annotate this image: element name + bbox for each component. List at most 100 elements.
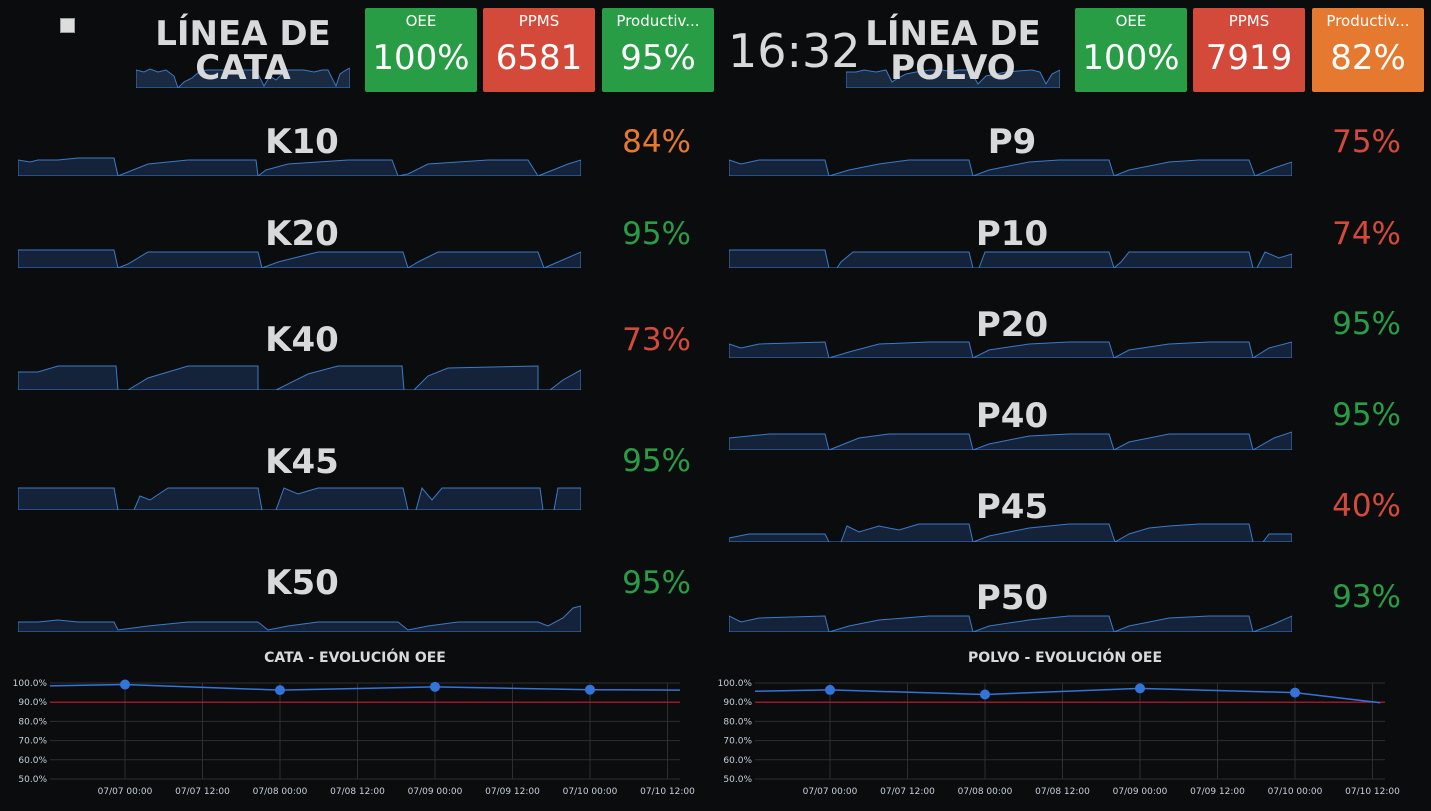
k40-sparkline xyxy=(18,365,581,390)
x-tick-label: 07/10 12:00 xyxy=(1345,787,1400,797)
clock: 16:32 xyxy=(728,24,861,78)
p20-sparkline xyxy=(729,341,1292,358)
x-tick-label: 07/09 00:00 xyxy=(1113,787,1168,797)
oee-point xyxy=(275,685,285,696)
polvo-oee-chart: 100.0% 90.0% 80.0% 70.0% 60.0% 50.0% 07/07 00:… xyxy=(718,679,1400,797)
cata-chart-title: CATA - EVOLUCIÓN OEE xyxy=(264,650,446,666)
x-tick-label: 07/08 00:00 xyxy=(253,787,308,797)
p40-name: P40 xyxy=(975,396,1049,436)
x-tick-label: 07/07 12:00 xyxy=(880,787,935,797)
stat-label: OEE xyxy=(405,12,437,30)
p20-name: P20 xyxy=(975,305,1049,345)
polvo-chart-title: POLVO - EVOLUCIÓN OEE xyxy=(967,650,1163,666)
stat-label: PPMS xyxy=(1228,12,1270,30)
stat-value: 100% xyxy=(372,38,470,78)
p45-pct: 40% xyxy=(1332,488,1401,524)
cata-ppms-card: PPMS 6581 xyxy=(483,8,595,92)
p9-sparkline xyxy=(729,159,1292,176)
k45-sparkline xyxy=(18,486,581,510)
y-tick-label: 50.0% xyxy=(723,775,752,785)
k45-pct: 95% xyxy=(622,443,691,479)
y-tick-label: 80.0% xyxy=(18,717,47,727)
p9-name: P9 xyxy=(987,122,1037,162)
y-tick-label: 60.0% xyxy=(18,756,47,766)
p20-pct: 95% xyxy=(1332,306,1401,342)
oee-series-line xyxy=(754,687,1381,704)
cata-header-sparkline xyxy=(136,67,350,88)
y-tick-label: 90.0% xyxy=(723,698,752,708)
k50-sparkline xyxy=(18,605,581,632)
p45-name: P45 xyxy=(975,487,1049,527)
stat-label: OEE xyxy=(1115,12,1147,30)
k50-pct: 95% xyxy=(622,565,691,601)
cata-productivity-card: Productiv... 95% xyxy=(602,8,714,92)
p50-sparkline xyxy=(729,615,1292,632)
polvo-header-sparkline xyxy=(846,69,1060,88)
stat-value: 82% xyxy=(1330,38,1406,78)
x-tick-label: 07/08 12:00 xyxy=(330,787,385,797)
k10-name: K10 xyxy=(265,122,339,162)
cata-title-line2: CATA xyxy=(195,48,291,88)
logo-image xyxy=(60,18,75,33)
x-tick-label: 07/09 12:00 xyxy=(485,787,540,797)
x-tick-label: 07/09 12:00 xyxy=(1190,787,1245,797)
oee-point xyxy=(1135,683,1145,694)
k10-pct: 84% xyxy=(622,124,691,160)
cata-oee-card: OEE 100% xyxy=(365,8,477,92)
y-tick-label: 60.0% xyxy=(723,756,752,766)
polvo-title-line1: LÍNEA DE xyxy=(865,14,1041,54)
x-tick-label: 07/10 12:00 xyxy=(640,787,695,797)
p45-sparkline xyxy=(729,523,1292,542)
k50-name: K50 xyxy=(265,563,339,603)
x-tick-label: 07/09 00:00 xyxy=(408,787,463,797)
k40-name: K40 xyxy=(265,320,339,360)
p40-pct: 95% xyxy=(1332,397,1401,433)
p10-sparkline xyxy=(729,249,1292,268)
y-tick-label: 70.0% xyxy=(18,737,47,747)
x-tick-label: 07/07 12:00 xyxy=(175,787,230,797)
x-tick-label: 07/10 00:00 xyxy=(563,787,618,797)
polvo-ppms-card: PPMS 7919 xyxy=(1193,8,1305,92)
stat-label: PPMS xyxy=(518,12,560,30)
stat-label: Productiv... xyxy=(1326,12,1410,30)
oee-series-line xyxy=(49,683,681,691)
stat-value: 7919 xyxy=(1205,38,1293,78)
oee-point xyxy=(1290,687,1300,698)
stat-value: 100% xyxy=(1082,38,1180,78)
x-tick-label: 07/10 00:00 xyxy=(1268,787,1323,797)
p50-name: P50 xyxy=(975,578,1049,618)
y-tick-label: 80.0% xyxy=(723,717,752,727)
polvo-oee-card: OEE 100% xyxy=(1075,8,1187,92)
polvo-title-line2: POLVO xyxy=(890,48,1016,88)
k40-pct: 73% xyxy=(622,322,691,358)
oee-point xyxy=(120,679,130,690)
stat-label: Productiv... xyxy=(616,12,700,30)
oee-point xyxy=(980,689,990,700)
p10-pct: 74% xyxy=(1332,216,1401,252)
y-tick-label: 50.0% xyxy=(18,775,47,785)
k20-pct: 95% xyxy=(622,216,691,252)
p40-sparkline xyxy=(729,431,1292,450)
y-tick-label: 100.0% xyxy=(13,679,48,689)
k10-sparkline xyxy=(18,157,581,176)
x-tick-label: 07/08 12:00 xyxy=(1035,787,1090,797)
k20-name: K20 xyxy=(265,214,339,254)
stat-value: 95% xyxy=(620,38,696,78)
k45-name: K45 xyxy=(265,442,339,482)
p10-name: P10 xyxy=(975,214,1049,254)
x-tick-label: 07/07 00:00 xyxy=(803,787,858,797)
y-tick-label: 100.0% xyxy=(718,679,753,689)
stat-value: 6581 xyxy=(495,38,583,78)
oee-point xyxy=(825,684,835,695)
polvo-productivity-card: Productiv... 82% xyxy=(1312,8,1424,92)
p50-pct: 93% xyxy=(1332,579,1401,615)
y-tick-label: 70.0% xyxy=(723,737,752,747)
oee-point xyxy=(430,681,440,692)
x-tick-label: 07/08 00:00 xyxy=(958,787,1013,797)
p9-pct: 75% xyxy=(1332,124,1401,160)
y-tick-label: 90.0% xyxy=(18,698,47,708)
k20-sparkline xyxy=(18,249,581,268)
x-tick-label: 07/07 00:00 xyxy=(98,787,153,797)
cata-title-line1: LÍNEA DE xyxy=(155,14,331,54)
oee-point xyxy=(585,684,595,695)
